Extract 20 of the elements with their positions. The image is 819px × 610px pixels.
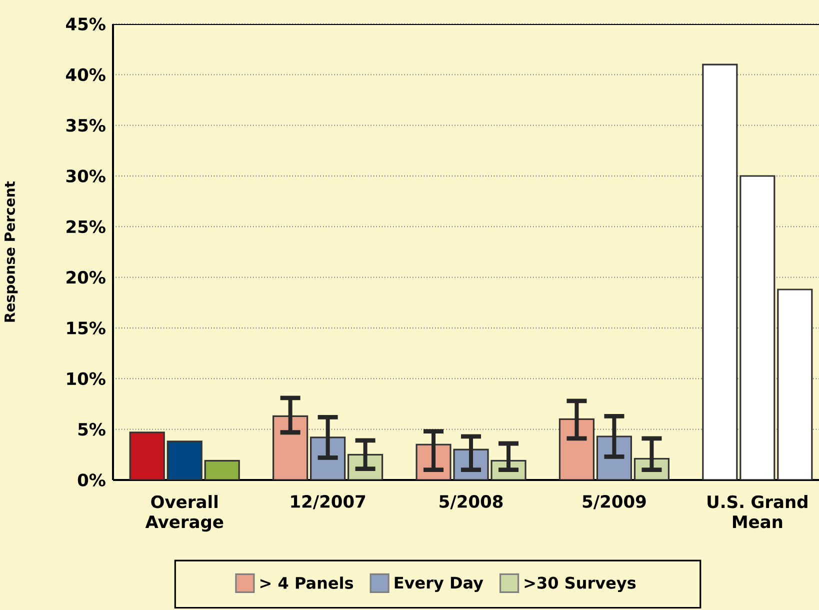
y-tick-label: 5% <box>78 422 106 436</box>
legend-label: Every Day <box>394 576 484 592</box>
y-tick-label: 15% <box>67 322 106 334</box>
y-axis-title: Response Percent <box>4 181 18 322</box>
x-tick-label: U.S. Grand Mean <box>708 495 808 528</box>
y-tick-label: 30% <box>66 170 106 182</box>
y-tick-label: 45% <box>66 18 106 30</box>
legend-label: > 4 Panels <box>260 576 354 589</box>
x-tick-label: Overall Average <box>145 495 224 532</box>
y-tick-label: 20% <box>66 270 106 284</box>
y-tick-label: 10% <box>67 372 106 386</box>
legend-label: >30 Surveys <box>524 576 636 592</box>
y-tick-label: 35% <box>66 118 106 132</box>
x-tick-label: 12/2007 <box>291 495 366 510</box>
y-tick-label: 25% <box>66 220 106 234</box>
x-tick-label: 5/2009 <box>582 495 646 510</box>
x-tick-label: 5/2008 <box>440 495 503 510</box>
bar <box>166 440 202 480</box>
y-tick-label: 40% <box>66 68 106 82</box>
y-tick-label: 0% <box>78 474 106 486</box>
